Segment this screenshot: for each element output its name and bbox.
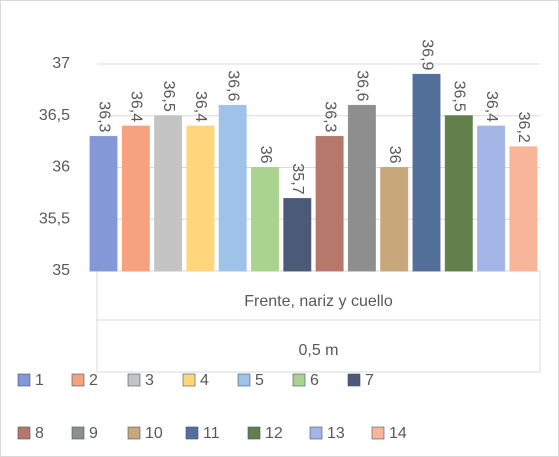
legend-swatch [71, 373, 85, 387]
legend-swatch [182, 373, 196, 387]
legend-swatch [127, 426, 141, 440]
legend-label: 11 [203, 425, 220, 442]
legend-label: 14 [389, 425, 407, 442]
bar [154, 115, 183, 272]
legend-label: 6 [310, 372, 319, 389]
y-tick-label: 35,5 [39, 210, 70, 227]
bar [347, 104, 376, 272]
data-label: 36,4 [192, 91, 209, 122]
bar [444, 115, 473, 272]
y-tick-label: 36 [52, 159, 70, 176]
legend-label: 13 [327, 425, 345, 442]
legend-swatch [71, 426, 85, 440]
data-label: 36,9 [418, 39, 435, 70]
legend-swatch [185, 426, 199, 440]
legend-label: 2 [89, 372, 98, 389]
legend-label: 12 [265, 425, 283, 442]
legend-label: 1 [35, 372, 44, 389]
bar [121, 125, 150, 272]
bar [315, 135, 344, 272]
legend-swatch [347, 373, 361, 387]
y-tick-label: 35 [52, 262, 70, 279]
data-label: 36 [386, 146, 403, 164]
legend-swatch [247, 426, 261, 440]
legend-swatch [17, 373, 31, 387]
legend-swatch [237, 373, 251, 387]
legend-swatch [371, 426, 385, 440]
legend-label: 7 [365, 372, 374, 389]
legend-label: 9 [89, 425, 98, 442]
bar [251, 167, 279, 272]
legend-swatch [292, 373, 306, 387]
data-label: 36,4 [128, 91, 145, 122]
y-tick-label: 36,5 [39, 107, 70, 124]
data-label: 36,6 [354, 70, 371, 101]
data-label: 36,3 [321, 101, 338, 132]
data-label: 36,3 [95, 101, 112, 132]
legend-label: 4 [200, 372, 209, 389]
bar [380, 167, 409, 272]
data-label: 36,4 [483, 91, 500, 122]
bar [412, 73, 441, 272]
data-label: 35,7 [289, 163, 306, 194]
data-label: 36,2 [515, 112, 532, 143]
data-label: 36,6 [224, 70, 241, 101]
bar [218, 104, 247, 272]
bar [186, 125, 215, 272]
bar [283, 198, 312, 272]
data-label: 36,5 [451, 81, 468, 112]
y-tick-label: 37 [52, 55, 70, 72]
legend-label: 5 [255, 372, 264, 389]
legend-swatch [309, 426, 323, 440]
bar [509, 146, 538, 272]
bar [89, 135, 118, 272]
legend-swatch [127, 373, 141, 387]
data-label: 36 [257, 146, 274, 164]
data-label: 36,5 [160, 81, 177, 112]
category-group-label: 0,5 m [298, 342, 338, 359]
bar [477, 125, 506, 272]
legend-label: 10 [145, 425, 163, 442]
legend-label: 8 [35, 425, 44, 442]
legend-label: 3 [145, 372, 154, 389]
legend-swatch [17, 426, 31, 440]
category-label: Frente, nariz y cuello [244, 293, 393, 310]
